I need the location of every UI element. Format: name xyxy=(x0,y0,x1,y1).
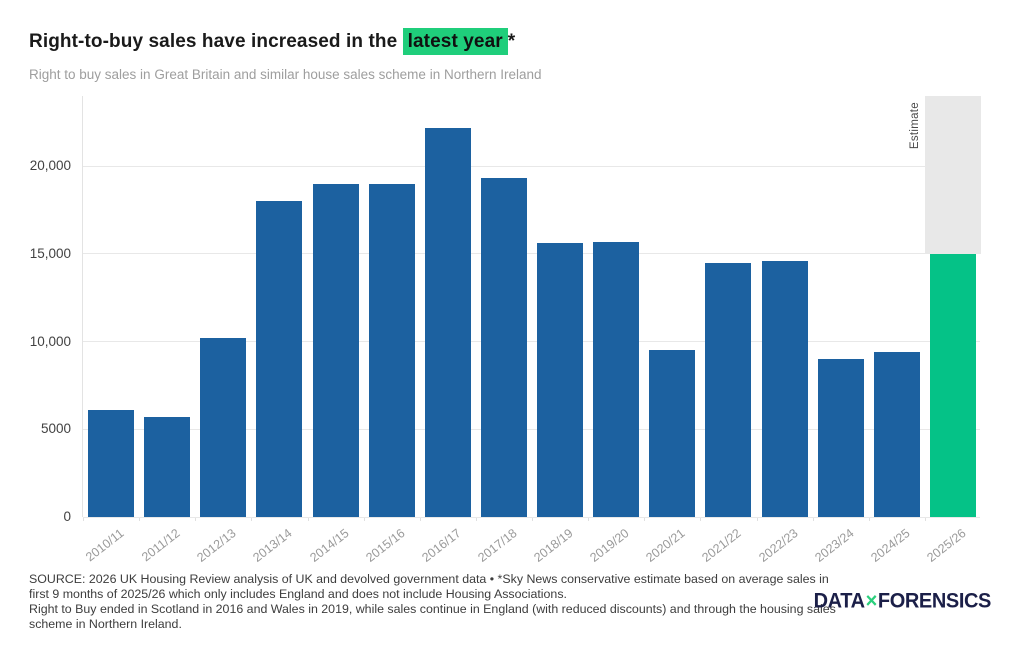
bar xyxy=(873,352,920,517)
x-axis-label: 2012/13 xyxy=(194,526,239,565)
x-axis-label: 2023/24 xyxy=(812,526,857,565)
plot-area: Estimate 0 5000 10,000 15,000 20,000 2010/11 20… xyxy=(30,96,981,565)
chart-subtitle: Right to buy sales in Great Britain and … xyxy=(29,67,542,82)
x-axis-label: 2013/14 xyxy=(250,526,296,565)
footer: SOURCE: 2026 UK Housing Review analysis … xyxy=(29,572,847,632)
y-axis-label: 5000 xyxy=(40,421,71,437)
bar xyxy=(312,183,359,517)
note-text: Right to Buy ended in Scotland in 2016 a… xyxy=(29,601,836,631)
bar xyxy=(424,127,471,517)
x-axis-label: 2015/16 xyxy=(363,526,408,565)
logo-cross-icon: × xyxy=(865,589,878,613)
bar xyxy=(256,201,303,517)
x-axis-tick xyxy=(475,517,477,521)
title-prefix: Right-to-buy sales have increased in the xyxy=(29,31,403,52)
x-axis-label: 2016/17 xyxy=(419,526,464,565)
x-axis-tick xyxy=(251,517,253,521)
x-axis-label: 2020/21 xyxy=(643,526,688,565)
logo-forensics: FORENSICS xyxy=(877,589,991,613)
bar xyxy=(593,241,640,517)
bar xyxy=(817,359,864,517)
bar xyxy=(537,243,584,517)
x-axis-tick xyxy=(924,517,926,521)
x-axis-label: 2019/20 xyxy=(587,526,632,565)
x-axis-tick xyxy=(532,517,533,521)
bar xyxy=(200,338,247,517)
y-axis-label: 20,000 xyxy=(29,158,71,174)
bar xyxy=(88,410,135,517)
y-axis-label: 10,000 xyxy=(29,333,71,349)
bar xyxy=(144,417,191,517)
bar xyxy=(761,260,808,517)
x-axis-tick xyxy=(700,517,702,521)
x-axis-label: 2018/19 xyxy=(531,526,576,565)
x-axis-label: 2010/11 xyxy=(83,526,127,565)
y-axis-label: 15,000 xyxy=(29,245,71,261)
x-axis-tick xyxy=(756,517,758,521)
x-axis-tick xyxy=(588,517,590,521)
x-axis-tick xyxy=(139,517,141,521)
x-axis-label: 2021/22 xyxy=(699,526,745,565)
x-axis-label: 2014/15 xyxy=(306,526,352,565)
gridline xyxy=(83,428,980,430)
estimate-label: Estimate xyxy=(908,102,921,150)
title-asterisk: * xyxy=(507,31,516,52)
x-axis-tick xyxy=(812,517,814,521)
bar xyxy=(705,262,752,517)
gridline xyxy=(83,516,980,518)
gridline xyxy=(83,253,980,255)
title-highlight: latest year xyxy=(402,28,508,55)
bar xyxy=(649,350,696,517)
bar xyxy=(480,178,527,517)
gridline xyxy=(83,165,980,167)
logo-data: DATA xyxy=(813,589,865,613)
dataforensics-logo: DATA×FORENSICS xyxy=(813,589,992,613)
x-axis-tick xyxy=(419,517,421,521)
page-title: Right-to-buy sales have increased in the… xyxy=(29,28,516,55)
x-axis-tick xyxy=(363,517,365,521)
x-axis-tick xyxy=(307,517,309,521)
estimate-band xyxy=(924,96,981,254)
y-axis-label: 0 xyxy=(63,509,71,524)
source-text: SOURCE: 2026 UK Housing Review analysis … xyxy=(29,572,829,601)
x-axis-label: 2022/23 xyxy=(755,526,801,565)
x-axis-tick xyxy=(195,517,197,521)
x-axis-tick xyxy=(868,517,870,521)
bar xyxy=(368,183,415,517)
x-axis-label: 2017/18 xyxy=(475,526,520,565)
x-axis-tick xyxy=(644,517,646,521)
x-axis-label: 2024/25 xyxy=(868,526,913,565)
x-axis-label: 2025/26 xyxy=(924,526,969,565)
x-axis-tick xyxy=(83,517,84,521)
bar-estimate xyxy=(929,253,976,517)
gridline xyxy=(83,341,980,343)
x-axis-label: 2011/12 xyxy=(139,526,183,565)
